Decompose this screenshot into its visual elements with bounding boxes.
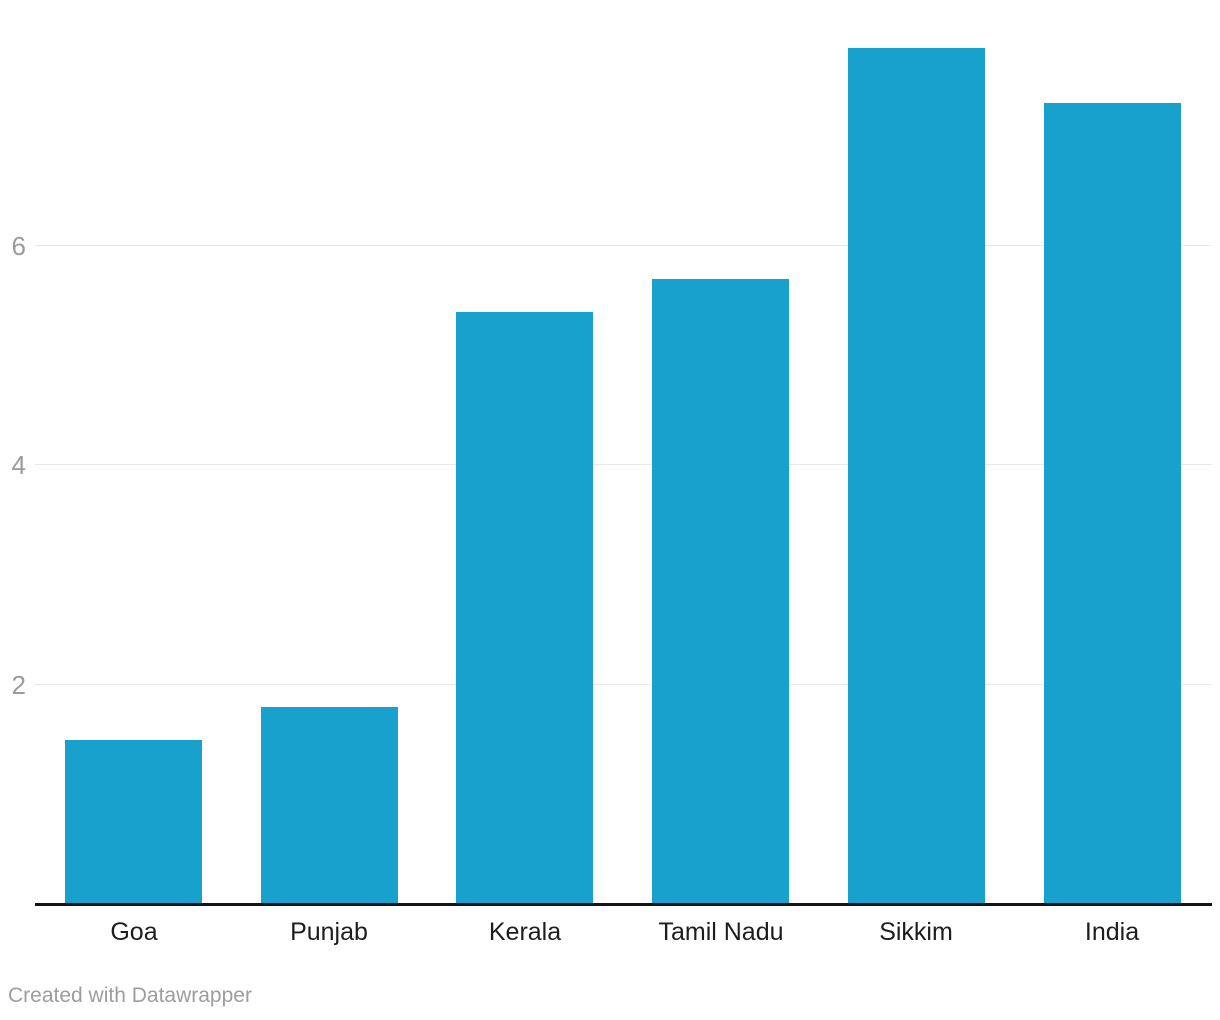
- bar-india[interactable]: [1044, 103, 1181, 905]
- bar-tamil-nadu[interactable]: [652, 279, 789, 905]
- y-tick-label-2: 2: [11, 670, 26, 700]
- x-axis-label-tamil-nadu: Tamil Nadu: [658, 918, 784, 946]
- x-axis-label-sikkim: Sikkim: [879, 918, 953, 946]
- x-axis-label-india: India: [1084, 918, 1140, 946]
- y-tick-label-4: 4: [11, 450, 26, 480]
- x-axis-label-punjab: Punjab: [290, 918, 368, 946]
- x-axis-label-goa: Goa: [110, 918, 158, 946]
- bar-sikkim[interactable]: [848, 48, 985, 905]
- x-axis-label-kerala: Kerala: [488, 918, 562, 946]
- y-tick-label-6: 6: [11, 231, 26, 261]
- gridline-2: [35, 684, 1212, 685]
- gridline-4: [35, 464, 1212, 465]
- bar-punjab[interactable]: [261, 707, 398, 905]
- bar-kerala[interactable]: [456, 312, 593, 905]
- bar-goa[interactable]: [65, 740, 202, 905]
- datawrapper-attribution-link[interactable]: Created with Datawrapper: [8, 984, 252, 1007]
- x-axis-line: [35, 903, 1212, 906]
- gridline-6: [35, 245, 1212, 246]
